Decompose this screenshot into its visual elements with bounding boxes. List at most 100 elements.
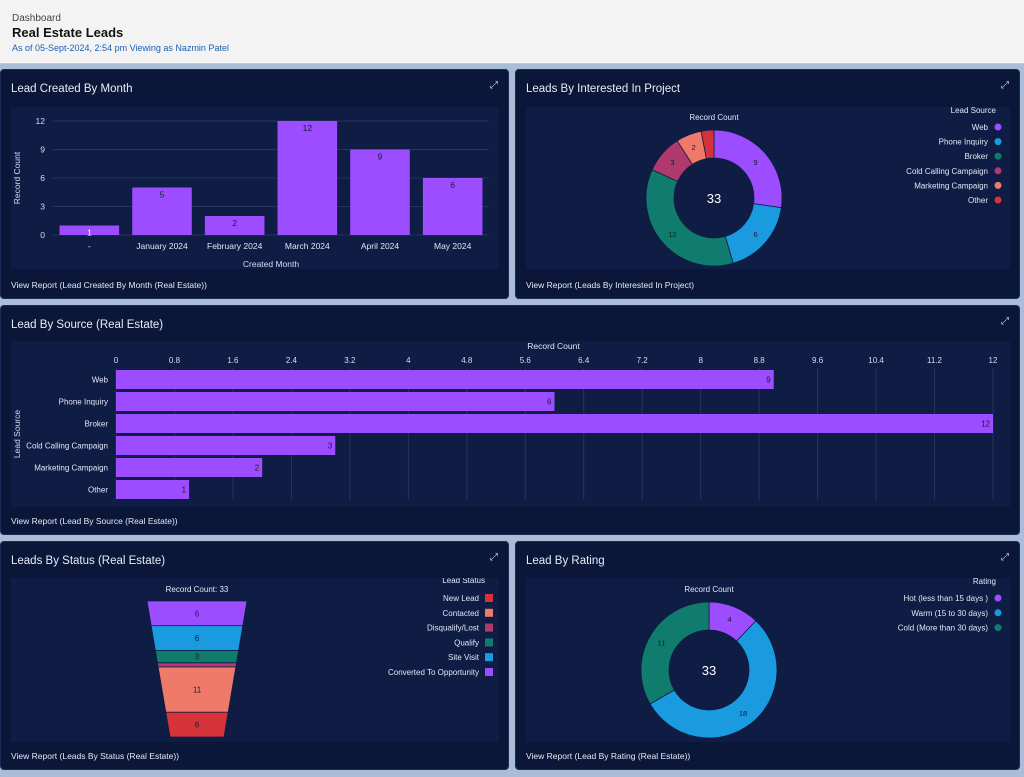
legend-label: Site Visit [448,653,480,662]
legend-label: Marketing Campaign [914,181,988,190]
legend-label: Converted To Opportunity [388,668,479,677]
y-tick-label: 3 [40,202,45,212]
breadcrumb[interactable]: Dashboard [12,13,61,24]
y-tick-label: Marketing Campaign [34,464,108,473]
x-axis-label: Created Month [243,259,299,269]
bar [116,392,555,411]
x-axis-label: Record Count [527,341,580,351]
bar [116,414,993,433]
legend-label: Disqualify/Lost [427,624,480,633]
card-lead-by-month: Lead Created By Month ⤢ 0 3 6 9 12 Record Cou… [0,69,509,299]
y-tick-label: Phone Inquiry [59,398,108,407]
x-tick-label: January 2024 [136,241,188,251]
legend-swatch [485,608,493,617]
legend-swatch [485,653,493,662]
donut-total: 33 [702,663,716,678]
x-tick-label: 3.2 [344,356,356,365]
x-tick-label: 4 [406,356,411,365]
view-report-link[interactable]: View Report (Lead By Rating (Real Estate… [526,751,691,761]
legend-swatch [994,167,1002,175]
bar [204,216,265,235]
bar-data-label: 6 [547,398,552,407]
legend-swatch [994,123,1002,131]
bar [422,178,483,235]
dashboard-header: Dashboard Real Estate Leads As of 05-Sep… [0,0,1024,64]
donut-total: 33 [707,191,721,206]
x-tick-label: 4.8 [461,356,473,365]
card-leads-by-status: Leads By Status (Real Estate) ⤢ Record C… [0,541,509,770]
project-donut-chart: Record Count 9 6 12 3 2 33 Lead Source Web Phone … [645,106,1002,267]
bar [116,480,190,499]
y-tick-label: Other [88,486,108,495]
bar-data-label: 1 [182,486,187,495]
view-report-link[interactable]: View Report (Lead Created By Month (Real… [11,280,207,290]
donut-slice [645,169,734,267]
bar-data-label: 12 [981,420,990,429]
month-bar-chart: 0 3 6 9 12 Record Count Created Month 1 - 5 Januar… [12,116,489,269]
legend-swatch [994,609,1002,617]
x-tick-label: May 2024 [434,241,472,251]
slice-data-label: 6 [753,230,757,239]
x-tick-label: 9.6 [812,356,824,365]
bar [350,149,410,235]
bar [277,121,338,235]
bar-data-label: 9 [378,152,383,162]
bar-data-label: 9 [766,376,771,385]
x-tick-label: February 2024 [207,241,263,251]
chart-area: Record Count 0 0.8 1.6 2.4 3.2 4 4.8 5.6 6.4 7.2 8 8… [11,341,1010,507]
view-report-link[interactable]: View Report (Leads By Interested In Proj… [526,280,695,290]
bar-data-label: 2 [255,464,260,473]
slice-data-label: 18 [739,709,747,718]
legend-swatch [485,594,493,602]
segment-data-label: 11 [193,686,202,695]
bar [132,187,192,235]
card-title: Lead By Rating [526,555,605,567]
legend-swatch [994,138,1002,146]
card-title: Leads By Interested In Project [526,83,681,95]
chart-title: Record Count: 33 [166,585,229,594]
legend-title: Lead Status [442,578,485,585]
segment-data-label: 6 [195,721,200,730]
donut-slice [649,620,778,739]
chart-area: 0 3 6 9 12 Record Count Created Month 1 - 5 Januar… [11,107,499,269]
view-report-link[interactable]: View Report (Leads By Status (Real Estat… [11,751,180,761]
legend-swatch [485,668,493,676]
expand-icon[interactable]: ⤢ [1001,80,1009,91]
page-meta: As of 05-Sept-2024, 2:54 pm Viewing as N… [12,43,229,53]
y-tick-label: 0 [40,230,45,240]
legend-label: Cold (More than 30 days) [898,624,989,633]
expand-icon[interactable]: ⤢ [490,552,498,563]
x-tick-label: March 2024 [285,241,330,251]
status-funnel-chart: Record Count: 33 6 6 3 11 6 Lead Status New Lea… [146,576,493,738]
funnel-segment [156,662,238,668]
segment-data-label: 6 [195,634,200,643]
card-lead-by-rating: Lead By Rating ⤢ Record Count 4 18 11 33 Rati… [515,541,1020,770]
card-title: Lead Created By Month [11,83,133,95]
expand-icon[interactable]: ⤢ [490,80,498,91]
donut-slice [640,601,710,705]
legend-label: Phone Inquiry [939,138,988,147]
slice-data-label: 3 [670,158,674,167]
card-title: Lead By Source (Real Estate) [11,319,164,331]
donut-slice [700,129,715,160]
slice-data-label: 9 [753,158,757,167]
x-tick-label: 8.8 [754,356,766,365]
funnel-segment [165,711,229,738]
bar [59,225,120,235]
legend-swatch [994,196,1002,204]
segment-data-label: 6 [195,609,200,618]
legend-label: Cold Calling Campaign [906,167,988,176]
x-tick-label: 1.6 [227,356,239,365]
view-report-link[interactable]: View Report (Lead By Source (Real Estate… [11,516,178,526]
slice-data-label: 2 [691,143,695,152]
legend-label: Warm (15 to 30 days) [911,609,988,618]
legend-swatch [485,638,493,647]
y-tick-label: 12 [36,116,46,126]
expand-icon[interactable]: ⤢ [1001,552,1009,563]
y-axis-label: Lead Source [12,410,22,458]
expand-icon[interactable]: ⤢ [1001,316,1009,327]
x-tick-label: - [88,241,91,251]
page-title: Real Estate Leads [12,25,124,40]
y-tick-label: 6 [40,173,45,183]
bar-data-label: 5 [160,190,165,200]
